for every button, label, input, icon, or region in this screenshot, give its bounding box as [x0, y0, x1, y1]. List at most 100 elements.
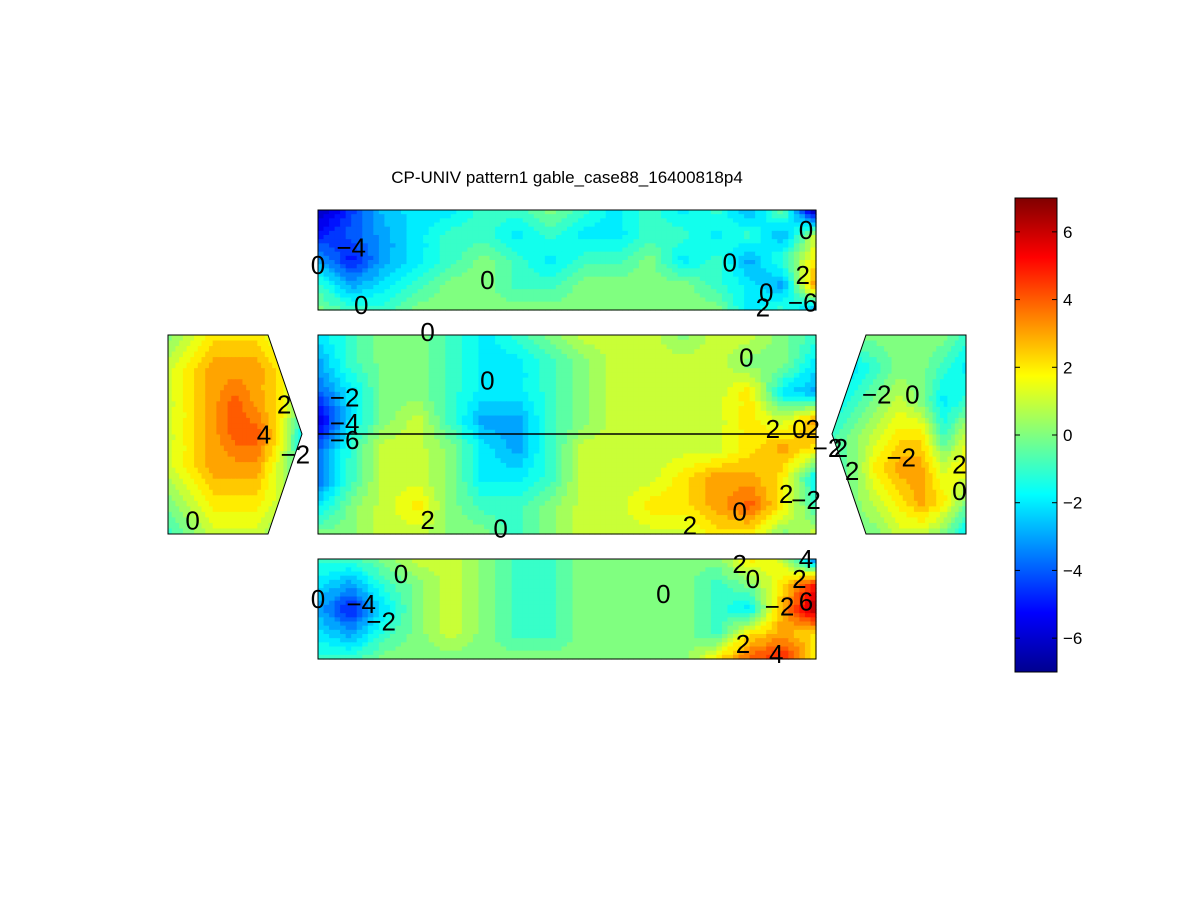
contour-cell: [594, 243, 601, 249]
contour-cell: [633, 387, 640, 393]
contour-cell: [705, 285, 712, 290]
contour-cell: [766, 293, 773, 299]
contour-cell: [367, 410, 374, 417]
contour-cell: [788, 293, 795, 299]
contour-cell: [561, 363, 568, 369]
contour-cell: [744, 230, 751, 236]
contour-cell: [216, 445, 221, 452]
contour-cell: [412, 349, 419, 355]
contour-cell: [201, 340, 206, 347]
contour-cell: [539, 344, 546, 350]
contour-cell: [583, 387, 590, 393]
contour-cell: [550, 410, 557, 417]
contour-cell: [212, 379, 217, 386]
contour-cell: [272, 451, 277, 458]
contour-cell: [186, 517, 191, 524]
contour-cell: [622, 391, 629, 398]
contour-cell: [721, 391, 729, 398]
contour-cell: [810, 214, 817, 219]
contour-cell: [194, 351, 199, 358]
contour-cell: [290, 440, 296, 447]
contour-cell: [578, 264, 585, 269]
contour-cell: [727, 372, 734, 379]
contour-cell: [594, 339, 601, 346]
contour-cell: [168, 368, 173, 375]
contour-cell: [329, 297, 336, 303]
contour-cell: [589, 218, 596, 224]
contour-cell: [749, 289, 756, 294]
contour-cell: [716, 391, 723, 398]
contour-cell: [194, 368, 199, 375]
contour-cell: [755, 301, 762, 307]
contour-cell: [605, 272, 612, 278]
contour-cell: [186, 423, 191, 430]
contour-cell: [506, 260, 513, 265]
contour-cell: [246, 340, 251, 347]
contour-cell: [555, 335, 563, 341]
contour-cell: [318, 222, 325, 228]
contour-cell: [583, 251, 590, 257]
contour-cell: [738, 214, 745, 219]
contour-cell: [261, 522, 266, 530]
contour-cell: [275, 423, 281, 430]
contour-cell: [340, 410, 347, 417]
contour-cell: [179, 368, 184, 375]
contour-cell: [384, 260, 391, 265]
contour-cell: [401, 222, 408, 228]
contour-cell: [500, 268, 507, 274]
contour-cell: [622, 222, 629, 228]
contour-cell: [201, 467, 206, 474]
contour-cell: [351, 243, 358, 249]
contour-cell: [661, 349, 668, 355]
contour-cell: [378, 289, 385, 294]
contour-cell: [727, 387, 734, 393]
contour-cell: [705, 230, 712, 236]
contour-cell: [561, 210, 568, 215]
contour-cell: [484, 222, 491, 228]
contour-cell: [793, 339, 800, 346]
contour-cell: [517, 344, 524, 350]
contour-cell: [567, 297, 574, 303]
contour-cell: [589, 247, 596, 253]
contour-cell: [261, 395, 266, 402]
contour-cell: [220, 340, 225, 347]
contour-cell: [616, 293, 623, 299]
contour-cell: [417, 276, 424, 282]
contour-cell: [522, 280, 529, 286]
contour-cell: [194, 473, 199, 480]
contour-cell: [616, 368, 623, 374]
contour-cell: [378, 210, 385, 215]
contour-cell: [179, 384, 184, 391]
contour-cell: [650, 401, 657, 407]
contour-cell: [175, 506, 180, 513]
contour-cell: [539, 382, 546, 388]
contour-cell: [771, 391, 778, 398]
contour-cell: [638, 377, 646, 383]
contour-cell: [439, 230, 446, 236]
contour-cell: [489, 344, 496, 350]
contour-cell: [351, 339, 358, 346]
contour-cell: [264, 451, 270, 458]
contour-cell: [257, 406, 262, 413]
contour-cell: [544, 226, 551, 232]
contour-cell: [744, 358, 751, 365]
contour-cell: [489, 268, 496, 274]
contour-cell: [340, 387, 347, 393]
contour-cell: [638, 293, 646, 299]
contour-cell: [771, 285, 778, 290]
contour-cell: [467, 239, 474, 244]
contour-cell: [555, 285, 563, 290]
contour-cell: [323, 214, 330, 219]
contour-cell: [638, 305, 646, 311]
contour-cell: [401, 344, 408, 350]
contour-cell: [760, 243, 767, 249]
contour-cell: [727, 235, 734, 240]
contour-cell: [644, 368, 651, 374]
contour-cell: [600, 222, 607, 228]
contour-cell: [279, 428, 284, 436]
contour-cell: [461, 363, 468, 369]
contour-cell: [472, 268, 480, 274]
contour-cell: [705, 272, 712, 278]
contour-cell: [238, 417, 244, 425]
